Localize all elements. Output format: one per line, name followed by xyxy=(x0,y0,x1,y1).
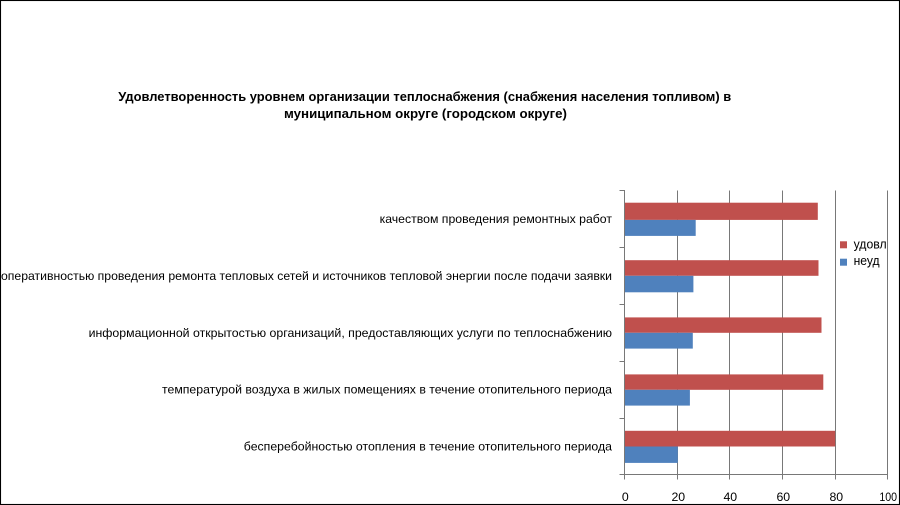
svg-text:0: 0 xyxy=(622,490,629,504)
svg-text:80: 80 xyxy=(829,490,843,504)
svg-text:температурой воздуха в жилых п: температурой воздуха в жилых помещениях … xyxy=(162,383,612,397)
svg-text:60: 60 xyxy=(776,490,790,504)
svg-text:бесперебойностью отопления в т: бесперебойностью отопления в течение ото… xyxy=(244,439,613,453)
svg-text:100: 100 xyxy=(879,490,897,504)
svg-text:неуд: неуд xyxy=(854,253,880,268)
svg-text:информационной открытостью орг: информационной открытостью организаций, … xyxy=(89,326,612,340)
svg-text:муниципальном округе (городско: муниципальном округе (городском округе) xyxy=(284,106,567,121)
svg-text:удовл: удовл xyxy=(854,237,887,252)
svg-text:40: 40 xyxy=(723,490,737,504)
svg-text:20: 20 xyxy=(671,490,685,504)
svg-text:качеством проведения ремонтных: качеством проведения ремонтных работ xyxy=(380,212,613,226)
svg-text:Удовлетворенность уровнем орга: Удовлетворенность уровнем организации те… xyxy=(118,89,731,104)
svg-text:оперативностью проведения ремо: оперативностью проведения ремонта теплов… xyxy=(1,269,612,283)
